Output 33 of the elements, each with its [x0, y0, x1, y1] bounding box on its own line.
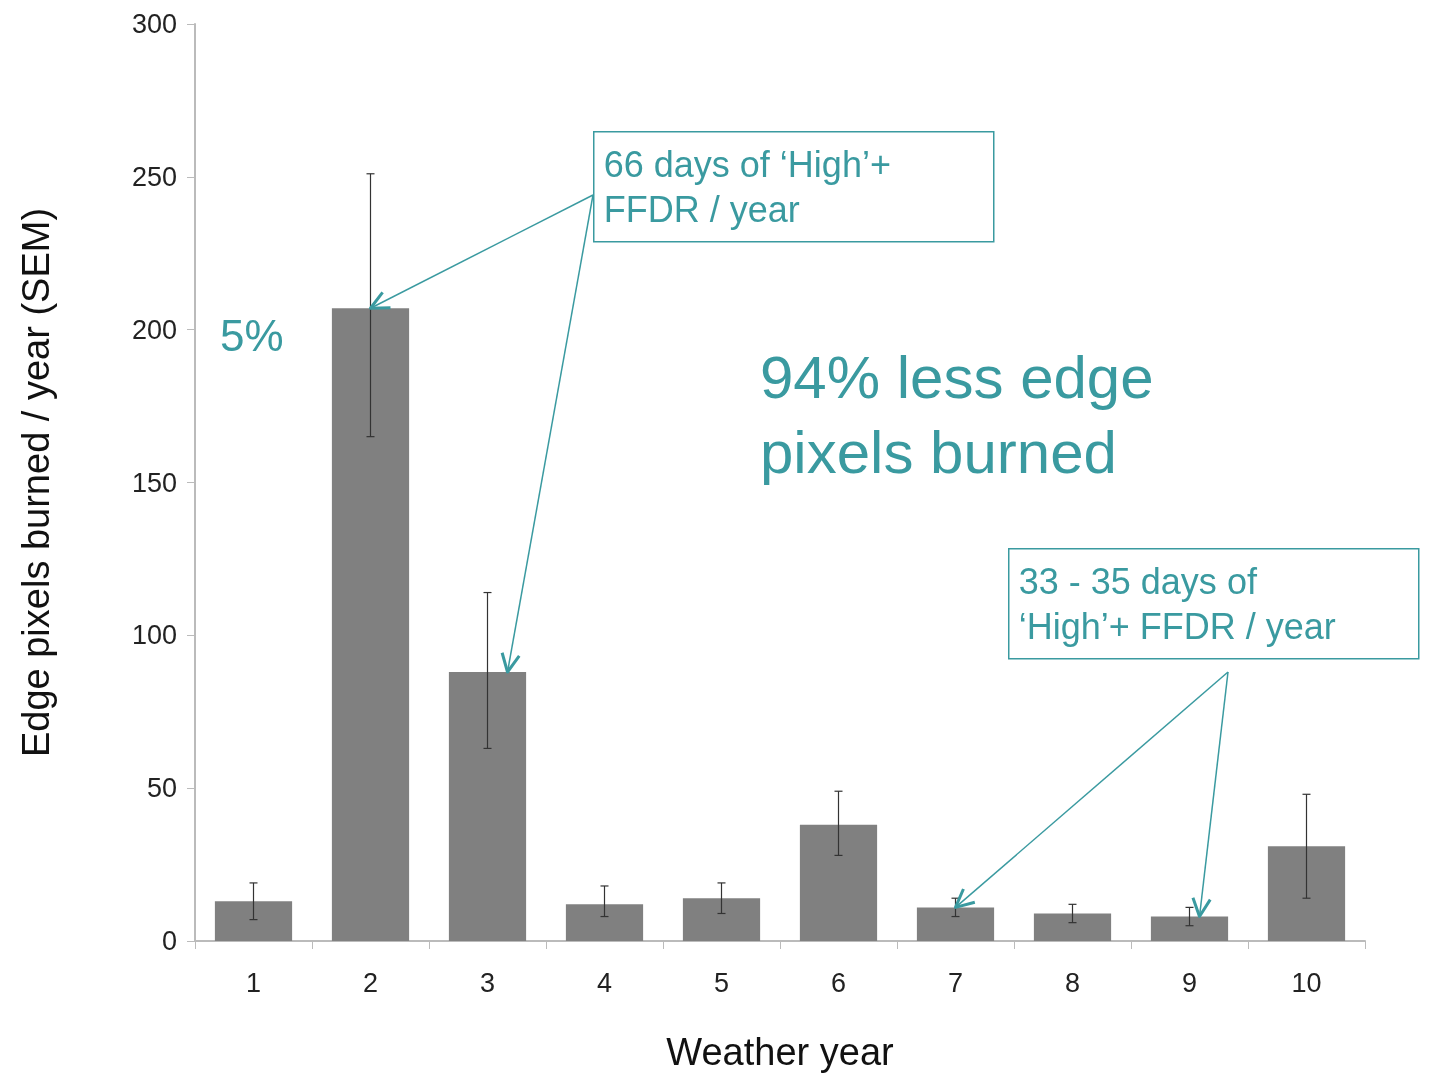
bar — [682, 898, 761, 941]
x-tick-label: 7 — [947, 967, 964, 998]
y-axis-title: Edge pixels burned / year (SEM) — [15, 207, 57, 758]
y-tick-label: 100 — [131, 620, 177, 651]
x-tick-label: 6 — [830, 967, 847, 998]
y-tick-label: 200 — [131, 314, 177, 345]
y-tick-label: 50 — [146, 773, 177, 804]
y-tick-label: 0 — [161, 926, 177, 956]
x-tick-label: 2 — [362, 967, 379, 998]
x-axis-title: Weather year — [666, 1031, 895, 1073]
y-tick-label: 300 — [131, 9, 177, 39]
bar — [565, 904, 644, 941]
bar — [448, 672, 527, 941]
bar — [214, 901, 293, 941]
annotation: 94% less edge pixels burned — [760, 344, 1171, 486]
bar — [916, 907, 995, 941]
x-tick-label: 5 — [713, 967, 730, 998]
y-tick-label: 250 — [131, 161, 177, 192]
annotation: 66 days of ‘High’+ FFDR / year — [603, 143, 901, 230]
x-tick-label: 4 — [596, 967, 613, 998]
y-tick-label: 150 — [131, 467, 177, 498]
annotation: 5% — [220, 311, 284, 360]
bar — [1150, 916, 1229, 941]
x-tick-label: 8 — [1064, 967, 1081, 998]
bar — [1267, 846, 1346, 941]
x-tick-label: 9 — [1181, 967, 1198, 998]
bar — [331, 308, 410, 941]
x-tick-label: 1 — [245, 967, 262, 998]
bar — [1033, 913, 1112, 941]
x-tick-label: 10 — [1291, 967, 1322, 998]
x-tick-label: 3 — [479, 967, 496, 998]
bar — [799, 824, 878, 941]
annotation: 33 - 35 days of ‘High’+ FFDR / year — [1018, 560, 1336, 647]
